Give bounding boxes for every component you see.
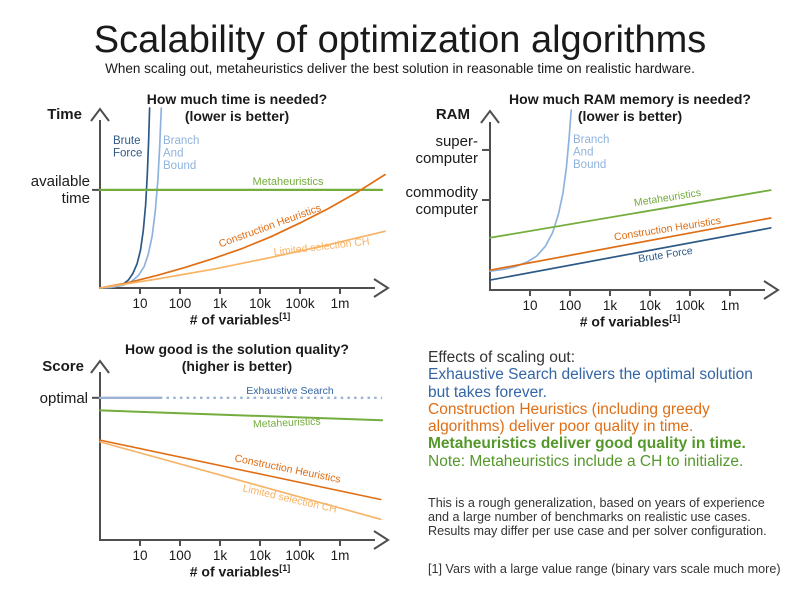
disclaimer-line2: and a large number of benchmarks on real… bbox=[428, 510, 751, 525]
commodity-computer-ref-line2: computer bbox=[415, 201, 478, 218]
time-series-label-metaheuristics: Metaheuristics bbox=[253, 176, 324, 188]
effects-construction-line2: algorithms) deliver poor quality in time… bbox=[428, 418, 694, 436]
time-tick-label-100k: 100k bbox=[285, 296, 315, 311]
time-tick-label-10k: 10k bbox=[249, 296, 271, 311]
time-series-construction-heuristics bbox=[99, 173, 386, 289]
score-tick-label-10: 10 bbox=[132, 548, 147, 563]
score-tick-label-100k: 100k bbox=[285, 548, 315, 563]
score-series-limited-selection-ch bbox=[99, 441, 382, 521]
optimal-ref-line1: optimal bbox=[39, 390, 88, 407]
time-x-axis-label: # of variables[1] bbox=[90, 311, 390, 328]
time-series-label-limited-selection-ch: Limited selection CH bbox=[273, 236, 370, 259]
score-tick-label-100: 100 bbox=[169, 548, 192, 563]
disclaimer-line1: This is a rough generalization, based on… bbox=[428, 496, 765, 511]
score-series-construction-heuristics bbox=[99, 439, 382, 501]
ram-tick-label-100k: 100k bbox=[675, 298, 705, 313]
ram-tick-label-10k: 10k bbox=[639, 298, 661, 313]
ram-series-label-construction-heuristics: Construction Heuristics bbox=[613, 215, 722, 244]
score-x-axis-label-text: # of variables bbox=[189, 563, 280, 580]
time-series-limited-selection-ch bbox=[99, 230, 386, 289]
ram-x-axis-label-text: # of variables bbox=[579, 313, 670, 330]
ram-series-brute-force bbox=[489, 227, 772, 281]
time-y-axis-label: Time bbox=[47, 106, 82, 123]
time-chart-title: How much time is needed? (lower is bette… bbox=[87, 91, 387, 125]
time-tick-label-10: 10 bbox=[132, 296, 147, 311]
available-time-ref-line1: available bbox=[30, 173, 90, 190]
time-y-axis-arrow bbox=[90, 107, 110, 122]
ram-x-axis-footnote-marker: [1] bbox=[669, 313, 681, 323]
ram-tick-label-100: 100 bbox=[559, 298, 582, 313]
ram-series-branch-and-bound bbox=[489, 109, 573, 272]
score-series-metaheuristics bbox=[99, 409, 384, 422]
optimal-ref-label: optimal bbox=[8, 390, 88, 407]
ram-chart-title-line2: (lower is better) bbox=[577, 108, 683, 124]
commodity-computer-ref-line1: commodity bbox=[405, 184, 478, 201]
available-time-ref-label: available time bbox=[10, 173, 90, 207]
time-x-axis-footnote-marker: [1] bbox=[279, 311, 291, 321]
disclaimer: This is a rough generalization, based on… bbox=[428, 496, 800, 538]
score-chart: 10 100 1k 10k 100k 1m Exhaustive Search Metaheu… bbox=[90, 359, 390, 563]
ram-series-metaheuristics bbox=[489, 189, 772, 239]
effects-exhaustive-line1: Exhaustive Search delivers the optimal s… bbox=[428, 366, 753, 384]
ram-y-axis-label: RAM bbox=[435, 106, 470, 123]
ram-tick-label-1k: 1k bbox=[603, 298, 618, 313]
ram-x-axis-arrow bbox=[763, 280, 780, 300]
time-tick-label-1k: 1k bbox=[213, 296, 228, 311]
ram-tick-label-1m: 1m bbox=[721, 298, 740, 313]
score-chart-title-line2: (higher is better) bbox=[181, 358, 293, 374]
time-series-branch-and-bound bbox=[99, 107, 163, 289]
time-series-label-branch-and-bound: Branch And Bound bbox=[163, 135, 199, 172]
score-tick-label-10k: 10k bbox=[249, 548, 271, 563]
ram-series-construction-heuristics bbox=[489, 217, 772, 272]
page-title: Scalability of optimization algorithms bbox=[93, 19, 707, 61]
ram-chart-title-line1: How much RAM memory is needed? bbox=[509, 91, 751, 107]
ram-chart-title: How much RAM memory is needed? (lower is… bbox=[480, 91, 780, 125]
time-chart: 10 100 1k 10k 100k 1m Brute Force Branch And Bound… bbox=[90, 107, 390, 311]
ram-series-label-metaheuristics: Metaheuristics bbox=[633, 187, 702, 209]
time-chart-title-line1: How much time is needed? bbox=[146, 91, 328, 107]
time-chart-title-line2: (lower is better) bbox=[184, 108, 290, 124]
effects-construction-line1: Construction Heuristics (including greed… bbox=[428, 400, 710, 418]
ram-tick-label-10: 10 bbox=[522, 298, 537, 313]
time-series-label-brute-force: Brute Force bbox=[113, 135, 142, 160]
score-y-axis-arrow bbox=[90, 359, 110, 374]
score-series-label-metaheuristics: Metaheuristics bbox=[253, 416, 321, 431]
page-subtitle: When scaling out, metaheuristics deliver… bbox=[105, 61, 695, 76]
score-x-axis-label: # of variables[1] bbox=[90, 563, 390, 580]
footnote: [1] Vars with a large value range (binar… bbox=[428, 562, 781, 577]
score-x-axis-footnote-marker: [1] bbox=[279, 563, 291, 573]
effects-exhaustive-line2: but takes forever. bbox=[428, 383, 547, 401]
effects-metaheuristics-statement: Metaheuristics deliver good quality in t… bbox=[428, 435, 746, 453]
time-x-axis-arrow bbox=[373, 278, 390, 298]
score-chart-title: How good is the solution quality? (highe… bbox=[87, 341, 387, 375]
score-series-label-exhaustive-search: Exhaustive Search bbox=[246, 385, 334, 397]
score-tick-label-1m: 1m bbox=[331, 548, 350, 563]
ram-x-axis-label: # of variables[1] bbox=[480, 313, 780, 330]
score-x-axis-arrow bbox=[373, 530, 390, 550]
ram-y-axis-arrow bbox=[480, 109, 500, 124]
effects-note: Note: Metaheuristics include a CH to ini… bbox=[428, 452, 744, 470]
time-x-axis-label-text: # of variables bbox=[189, 311, 280, 328]
ram-series-label-branch-and-bound: Branch And Bound bbox=[573, 134, 609, 171]
commodity-computer-ref-label: commodity computer bbox=[388, 184, 478, 218]
super-computer-ref-label: super- computer bbox=[398, 133, 478, 167]
super-computer-ref-line2: computer bbox=[415, 150, 478, 167]
score-series-label-construction-heuristics: Construction Heuristics bbox=[234, 452, 342, 485]
score-chart-title-line1: How good is the solution quality? bbox=[125, 341, 349, 357]
super-computer-ref-line1: super- bbox=[435, 133, 478, 150]
ram-chart: 10 100 1k 10k 100k 1m Branch And Bound Metaheuris… bbox=[480, 109, 780, 313]
score-tick-label-1k: 1k bbox=[213, 548, 228, 563]
score-y-axis-label: Score bbox=[42, 358, 84, 375]
effects-panel: Effects of scaling out: Exhaustive Searc… bbox=[428, 349, 800, 576]
disclaimer-line3: Results may differ per use case and per … bbox=[428, 524, 767, 539]
available-time-ref-line2: time bbox=[61, 190, 90, 207]
time-tick-label-1m: 1m bbox=[331, 296, 350, 311]
time-tick-label-100: 100 bbox=[169, 296, 192, 311]
effects-heading: Effects of scaling out: bbox=[428, 349, 576, 366]
